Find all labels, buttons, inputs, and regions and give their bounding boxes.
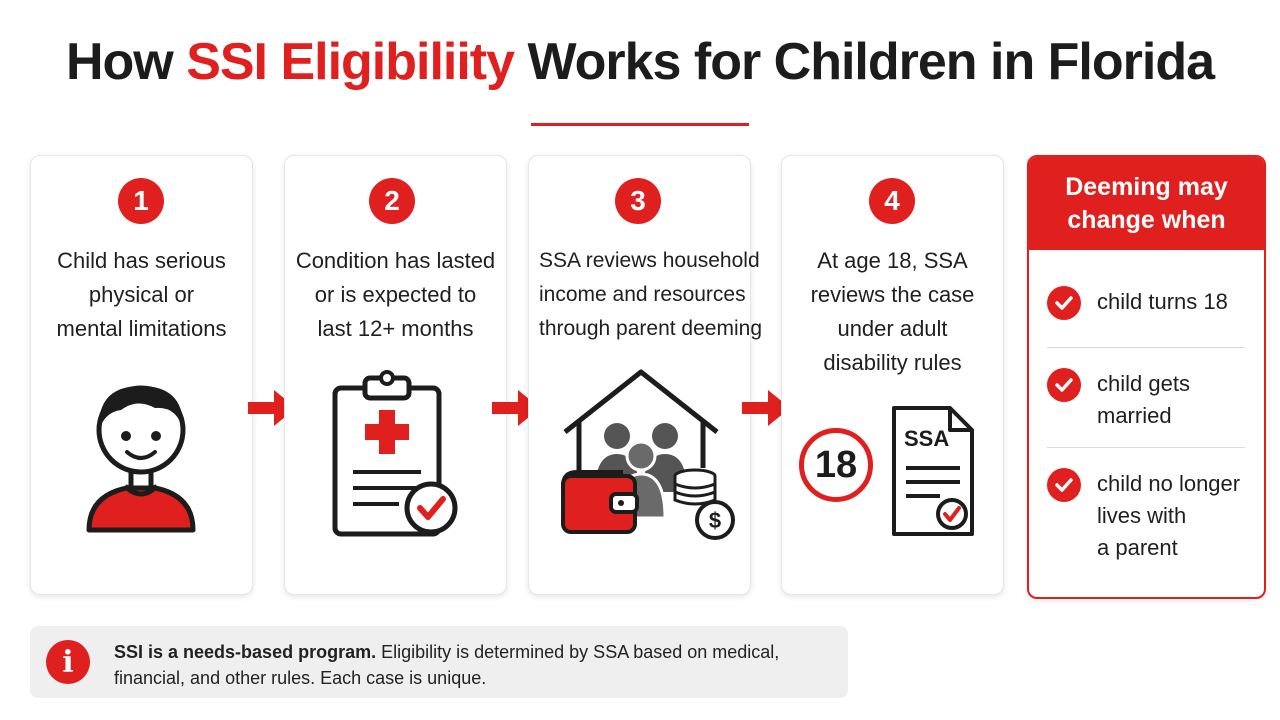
title-accent: SSI Eligibiliity xyxy=(186,33,515,91)
svg-text:$: $ xyxy=(709,508,721,533)
deeming-item: child turns 18 xyxy=(1047,286,1247,320)
medical-clipboard-icon xyxy=(332,370,458,537)
step-description: Condition has lasted or is expected to las… xyxy=(295,248,496,341)
check-icon xyxy=(1047,286,1081,320)
divider xyxy=(1047,347,1245,348)
info-icon: i xyxy=(46,640,90,684)
ssa-document-icon: SSA xyxy=(890,404,976,538)
info-note: i SSI is a needs-based program. Eligibil… xyxy=(30,626,848,698)
check-icon xyxy=(1047,368,1081,402)
household-income-icon: $ xyxy=(561,369,735,540)
deeming-heading: Deeming may change when xyxy=(1029,157,1264,250)
check-icon xyxy=(1047,468,1081,502)
step-number: 1 xyxy=(118,178,164,224)
step-description: At age 18, SSA reviews the case under adul… xyxy=(810,248,975,375)
deeming-panel: Deeming may change when child turns 18 c… xyxy=(1027,155,1266,599)
step-card-4: 4 At age 18, SSA reviews the case under ad… xyxy=(781,155,1004,595)
step-card-3: 3 SSA reviews household income and resour… xyxy=(528,155,762,595)
deeming-item: child gets married xyxy=(1047,368,1247,432)
note-text: SSI is a needs-based program. Eligibilit… xyxy=(114,642,780,688)
age-18-badge: 18 xyxy=(799,428,873,502)
page-title: How SSI Eligibiliity Works for Children … xyxy=(65,33,1215,91)
step-description: SSA reviews household income and resource… xyxy=(539,249,762,340)
step-card-2: 2 Condition has lasted or is expected to l… xyxy=(284,155,507,595)
step-number: 4 xyxy=(869,178,915,224)
step-card-1: 1 Child has serious physical or mental lim… xyxy=(30,155,253,595)
step-description: Child has serious physical or mental limit… xyxy=(56,248,227,341)
child-icon xyxy=(86,385,196,533)
deeming-item: child no longer lives with a parent xyxy=(1047,468,1247,564)
step-number: 2 xyxy=(369,178,415,224)
title-underline xyxy=(531,123,749,126)
step-number: 3 xyxy=(615,178,661,224)
arrow-right-icon xyxy=(742,390,790,426)
divider xyxy=(1047,447,1245,448)
ssa-document-label: SSA xyxy=(904,426,950,451)
